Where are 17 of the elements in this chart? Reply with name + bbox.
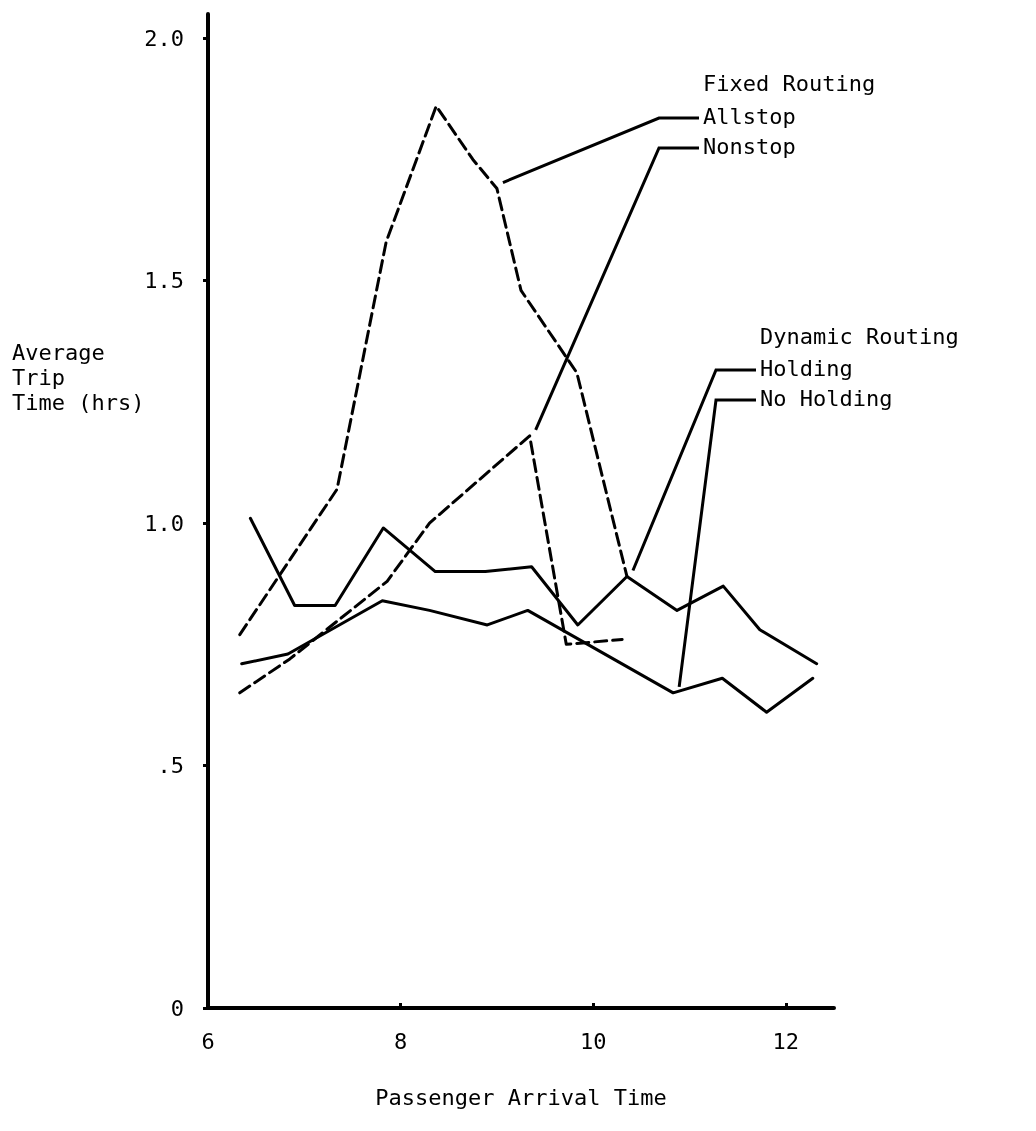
text: No Holding (760, 386, 893, 411)
y-tick-label: 2.0 (144, 25, 184, 51)
text: Holding (760, 356, 853, 381)
y-tick-label: 1.0 (144, 510, 184, 536)
x-tick-label: 12 (772, 1028, 800, 1054)
text: Allstop (703, 104, 796, 129)
x-tick-label: 6 (201, 1028, 215, 1054)
annotation: Fixed Routing (703, 71, 876, 96)
y-tick-label: 1.5 (144, 268, 184, 294)
x-tick-label: 8 (393, 1028, 408, 1054)
text: Nonstop (703, 134, 796, 159)
x-axis-title: Passenger Arrival Time (375, 1084, 667, 1110)
y-tick-label: 0 (170, 995, 184, 1021)
annotation: Dynamic Routing (760, 324, 959, 349)
y-axis-title: Average Trip Time (hrs) (12, 340, 145, 415)
y-tick-label: .5 (157, 753, 184, 779)
x-tick-label: 10 (579, 1028, 607, 1054)
